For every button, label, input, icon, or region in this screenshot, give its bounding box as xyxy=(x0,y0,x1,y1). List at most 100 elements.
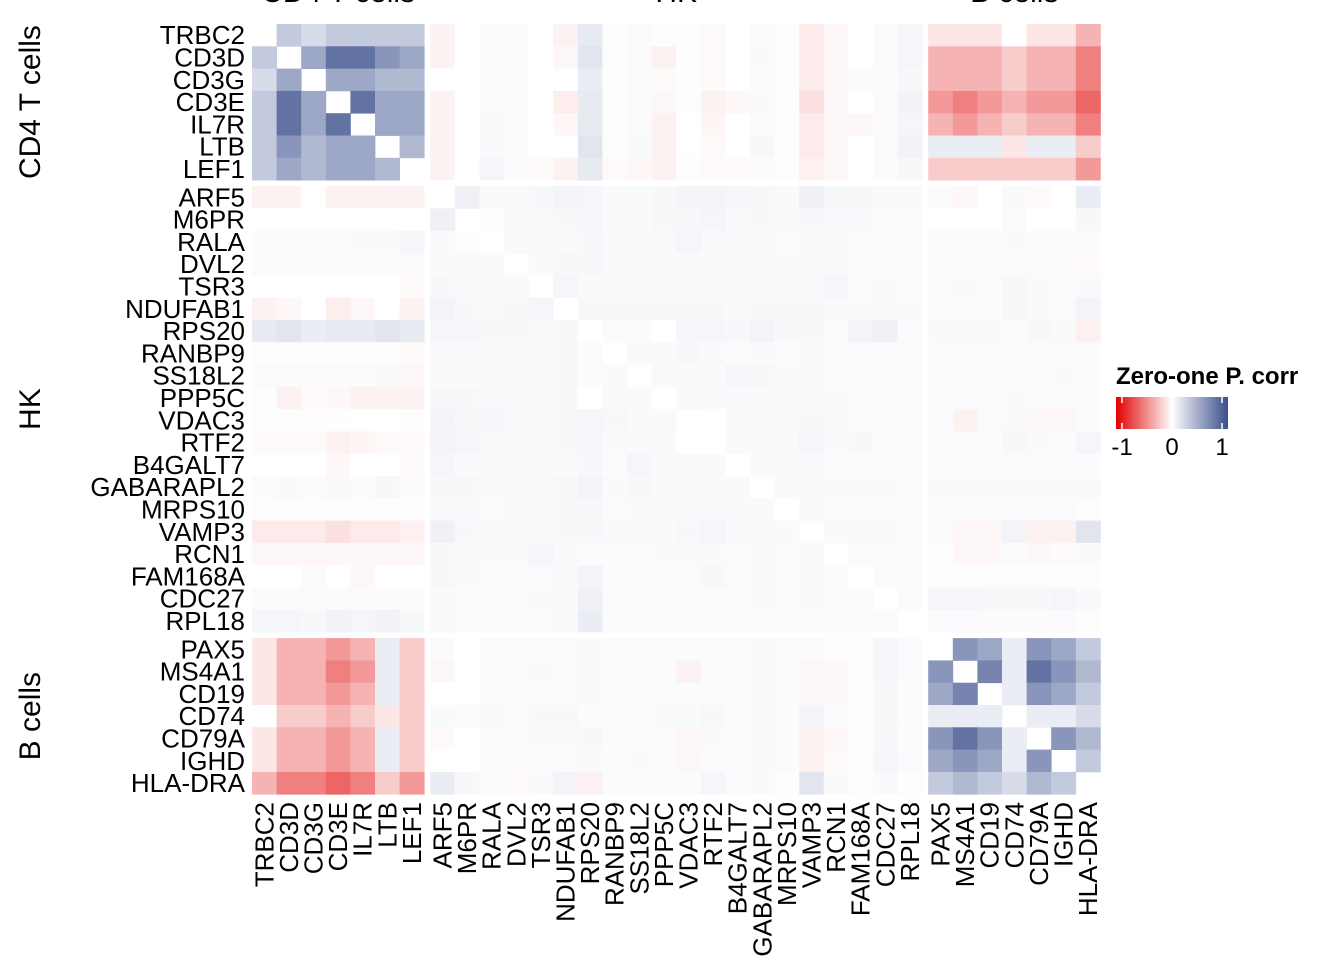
heatmap-cell xyxy=(1051,386,1077,410)
row-label: CD3E xyxy=(176,87,245,117)
heatmap-cell xyxy=(676,113,702,136)
heatmap-cell xyxy=(252,253,277,276)
heatmap-cell xyxy=(528,682,554,706)
heatmap-cell xyxy=(823,364,849,388)
heatmap-cell xyxy=(375,749,400,773)
heatmap-cell xyxy=(952,638,978,661)
heatmap-cell xyxy=(553,565,579,588)
heatmap-cell xyxy=(252,68,277,92)
heatmap-cell xyxy=(823,113,849,136)
heatmap-cell xyxy=(1026,565,1052,588)
heatmap-cell xyxy=(399,498,425,521)
heatmap-cell xyxy=(1075,319,1101,343)
row-group-label: B cells xyxy=(14,672,47,760)
heatmap-cell xyxy=(651,682,677,706)
heatmap-cell xyxy=(873,342,898,365)
heatmap-cell xyxy=(553,342,579,365)
heatmap-cell xyxy=(301,453,327,477)
heatmap-cell xyxy=(651,727,677,750)
heatmap-cell xyxy=(1002,113,1027,136)
heatmap-cell xyxy=(750,771,775,795)
heatmap-cell xyxy=(627,727,652,750)
heatmap-cell xyxy=(399,660,425,684)
heatmap-cell xyxy=(977,587,1003,611)
heatmap-cell xyxy=(774,565,800,588)
heatmap-cell xyxy=(651,135,677,159)
heatmap-cell xyxy=(873,297,898,321)
heatmap-cell xyxy=(700,157,726,181)
heatmap-cell xyxy=(602,520,628,544)
heatmap-cell xyxy=(1051,113,1077,136)
heatmap-cell xyxy=(1002,682,1027,706)
heatmap-cell xyxy=(977,409,1003,432)
heatmap-cell xyxy=(454,542,480,566)
heatmap-cell xyxy=(750,565,775,588)
heatmap-cell xyxy=(375,409,400,432)
heatmap-cell xyxy=(700,453,726,477)
heatmap-cell xyxy=(399,727,425,750)
heatmap-cell xyxy=(1002,297,1027,321)
heatmap-cell xyxy=(928,727,954,750)
heatmap-cell xyxy=(952,364,978,388)
column-label: CD19 xyxy=(975,802,1005,868)
heatmap-cell xyxy=(479,157,505,181)
heatmap-cell xyxy=(897,46,923,69)
heatmap-cell xyxy=(774,68,800,92)
heatmap-cell xyxy=(577,409,603,432)
heatmap-cell xyxy=(276,660,302,684)
heatmap-cell xyxy=(454,186,480,209)
heatmap-cell xyxy=(725,113,751,136)
heatmap-cell xyxy=(799,749,825,773)
heatmap-cell xyxy=(651,113,677,136)
heatmap-cell xyxy=(651,587,677,611)
heatmap-cell xyxy=(627,609,652,633)
heatmap-cell xyxy=(928,498,954,521)
heatmap-cell xyxy=(454,342,480,365)
heatmap-cell xyxy=(350,727,376,750)
heatmap-cell xyxy=(897,113,923,136)
heatmap-cell xyxy=(725,364,751,388)
heatmap-cell xyxy=(651,453,677,477)
heatmap-cell xyxy=(952,453,978,477)
heatmap-cell xyxy=(577,297,603,321)
heatmap-cell xyxy=(952,24,978,47)
heatmap-cell xyxy=(700,113,726,136)
heatmap-cell xyxy=(276,565,302,588)
heatmap-cell xyxy=(725,135,751,159)
heatmap-cell xyxy=(799,364,825,388)
heatmap-cell xyxy=(479,565,505,588)
row-label: GABARAPL2 xyxy=(90,472,245,502)
heatmap-cell xyxy=(399,230,425,254)
heatmap-cell xyxy=(577,476,603,499)
heatmap-cell xyxy=(1026,186,1052,209)
heatmap-cell xyxy=(528,113,554,136)
heatmap-cell xyxy=(528,542,554,566)
heatmap-cell xyxy=(553,498,579,521)
heatmap-cell xyxy=(1075,476,1101,499)
heatmap-cell xyxy=(325,431,351,455)
row-label: RANBP9 xyxy=(141,338,245,368)
heatmap-cell xyxy=(848,230,874,254)
heatmap-cell xyxy=(627,638,652,661)
heatmap-cell xyxy=(276,135,302,159)
heatmap-cell xyxy=(823,431,849,455)
heatmap-cell xyxy=(1051,409,1077,432)
heatmap-cell xyxy=(676,275,702,298)
heatmap-cell xyxy=(504,319,529,343)
heatmap-cell xyxy=(375,297,400,321)
colorbar-tick-label: -1 xyxy=(1111,434,1132,461)
heatmap-cell xyxy=(848,705,874,728)
heatmap-cell xyxy=(1075,68,1101,92)
heatmap-cell xyxy=(725,431,751,455)
heatmap-cell xyxy=(750,705,775,728)
heatmap-cell xyxy=(504,749,529,773)
heatmap-cell xyxy=(1075,297,1101,321)
row-label: M6PR xyxy=(173,205,245,235)
heatmap-cell xyxy=(350,46,376,69)
heatmap-cell xyxy=(528,135,554,159)
heatmap-cell xyxy=(350,230,376,254)
heatmap-cell xyxy=(750,319,775,343)
heatmap-cell xyxy=(651,498,677,521)
heatmap-cell xyxy=(479,771,505,795)
heatmap-cell xyxy=(1002,364,1027,388)
